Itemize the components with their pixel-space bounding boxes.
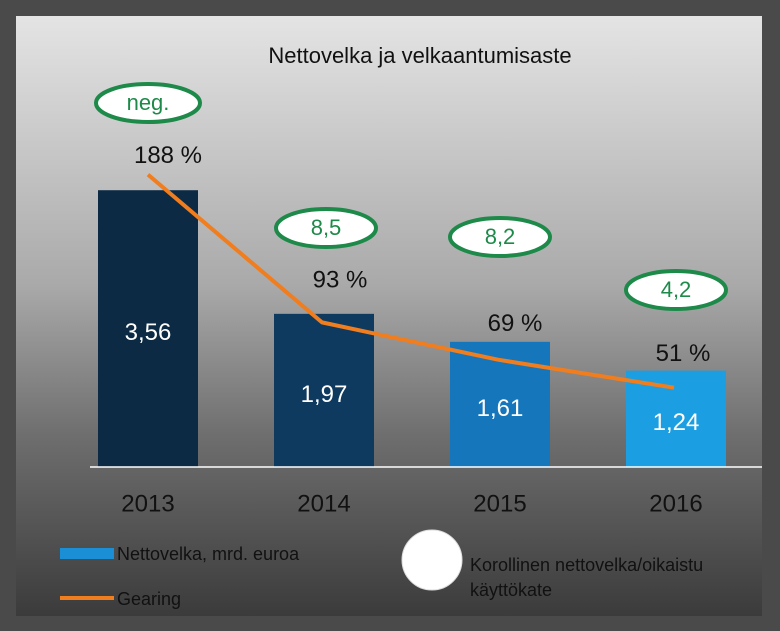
- annotation-label: 8,5: [311, 215, 342, 240]
- annotation-label: 8,2: [485, 224, 516, 249]
- annotation-oval: [274, 207, 378, 249]
- x-tick-label: 2014: [297, 490, 350, 517]
- legend-label: käyttökate: [470, 580, 552, 600]
- annotation-oval: [94, 82, 202, 124]
- x-tick-label: 2016: [649, 490, 702, 517]
- line-value-label: 51 %: [656, 340, 711, 367]
- bar-value-label: 1,24: [653, 409, 700, 436]
- bar-value-label: 3,56: [125, 319, 172, 346]
- legend-oval: [401, 529, 463, 591]
- bar-value-label: 1,61: [477, 395, 524, 422]
- legend-label: Gearing: [117, 589, 181, 609]
- gearing-line: [146, 173, 675, 390]
- bar: [274, 313, 374, 467]
- legend-swatch: [60, 548, 114, 559]
- annotation-label: 4,2: [661, 277, 692, 302]
- line-value-label: 188 %: [134, 142, 202, 169]
- annotation-oval: [624, 269, 728, 311]
- legend-label: Korollinen nettovelka/oikaistu: [470, 555, 703, 575]
- bar: [626, 370, 726, 467]
- annotation-oval: [448, 216, 552, 258]
- bar-value-label: 1,97: [301, 381, 348, 408]
- annotation-label: neg.: [127, 90, 170, 115]
- x-tick-label: 2015: [473, 490, 526, 517]
- chart-title: Nettovelka ja velkaantumisaste: [268, 43, 571, 68]
- x-tick-label: 2013: [121, 490, 174, 517]
- line-value-label: 69 %: [488, 310, 543, 337]
- bar: [450, 341, 550, 467]
- line-value-label: 93 %: [313, 267, 368, 294]
- legend-label: Nettovelka, mrd. euroa: [117, 544, 300, 564]
- bar: [98, 190, 198, 467]
